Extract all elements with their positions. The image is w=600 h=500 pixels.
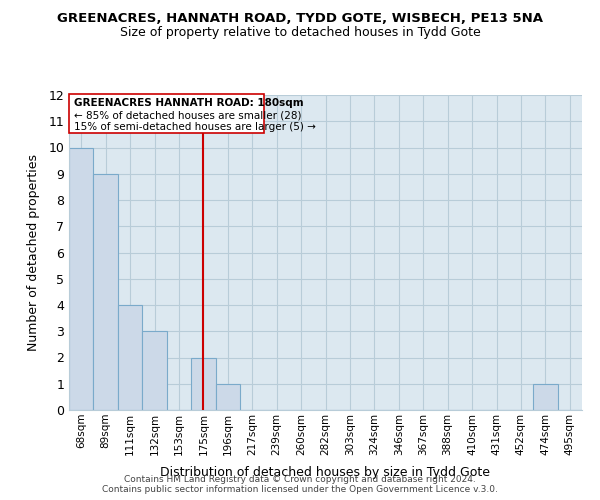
Y-axis label: Number of detached properties: Number of detached properties xyxy=(27,154,40,351)
Text: GREENACRES HANNATH ROAD: 180sqm: GREENACRES HANNATH ROAD: 180sqm xyxy=(74,98,304,108)
Bar xyxy=(118,305,142,410)
Bar xyxy=(142,331,167,410)
Bar xyxy=(533,384,557,410)
Text: Contains HM Land Registry data © Crown copyright and database right 2024.: Contains HM Land Registry data © Crown c… xyxy=(124,475,476,484)
Text: ← 85% of detached houses are smaller (28): ← 85% of detached houses are smaller (28… xyxy=(74,110,302,120)
Bar xyxy=(69,148,94,410)
Bar xyxy=(191,358,215,410)
Text: 15% of semi-detached houses are larger (5) →: 15% of semi-detached houses are larger (… xyxy=(74,122,316,132)
Text: Size of property relative to detached houses in Tydd Gote: Size of property relative to detached ho… xyxy=(119,26,481,39)
Text: Contains public sector information licensed under the Open Government Licence v.: Contains public sector information licen… xyxy=(102,485,498,494)
Bar xyxy=(94,174,118,410)
Text: GREENACRES, HANNATH ROAD, TYDD GOTE, WISBECH, PE13 5NA: GREENACRES, HANNATH ROAD, TYDD GOTE, WIS… xyxy=(57,12,543,26)
X-axis label: Distribution of detached houses by size in Tydd Gote: Distribution of detached houses by size … xyxy=(161,466,491,479)
Bar xyxy=(215,384,240,410)
FancyBboxPatch shape xyxy=(70,94,265,133)
